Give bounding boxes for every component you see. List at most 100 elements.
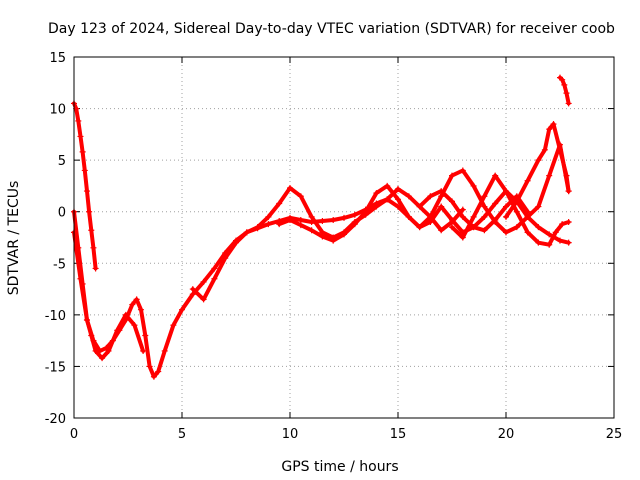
x-tick-label: 5 [178,427,186,442]
y-axis-ticks: -20 -15 -10 -5 0 5 10 15 [45,51,614,427]
data-series-sat-d [190,186,465,302]
data-point-marker [559,76,566,83]
data-point-marker [150,373,157,380]
data-point-marker [503,203,509,210]
data-point-marker [546,231,553,238]
data-point-marker [211,265,218,272]
data-point-marker [503,229,509,236]
data-point-marker [541,146,548,153]
data-point-marker [341,214,347,221]
data-point-marker [438,227,445,234]
data-point-marker [492,172,499,179]
data-point-marker [319,233,326,240]
y-axis-label: SDTVAR / TECUs [6,181,22,296]
data-series-sat-g [504,122,571,219]
data-point-marker [503,213,509,220]
data-point-marker [200,296,207,303]
data-point-marker [75,244,82,251]
data-point-marker [459,234,466,241]
chart-title: Day 123 of 2024, Sidereal Day-to-day VTE… [48,21,615,37]
data-point-marker [297,216,304,223]
data-point-marker [99,355,106,362]
data-point-marker [129,301,136,308]
data-point-marker [287,216,293,223]
data-point-marker [552,229,559,236]
data-point-marker [405,193,412,200]
data-point-marker [131,322,138,329]
data-point-marker [200,278,207,285]
data-point-marker [449,219,455,226]
data-point-marker [470,182,477,189]
data-point-marker [557,237,563,244]
data-point-marker [330,216,337,223]
data-point-marker [79,280,86,287]
y-tick-label: 0 [58,206,66,221]
data-point-marker [565,100,572,107]
data-point-marker [83,317,90,324]
data-point-marker [373,190,380,197]
data-series-sat-h [558,75,571,106]
data-point-marker [481,193,488,200]
data-point-marker [563,172,570,179]
data-point-marker [524,177,531,184]
data-point-marker [535,157,542,164]
data-point-marker [481,213,488,220]
data-point-marker [492,200,499,207]
data-point-marker [416,224,423,231]
data-point-marker [427,193,434,200]
data-point-marker [170,322,177,329]
data-point-marker [565,239,572,246]
data-point-marker [351,211,358,218]
data-point-marker [133,296,140,303]
x-tick-label: 20 [498,427,515,442]
x-axis-ticks: 0 5 10 15 20 25 [70,57,622,442]
data-point-marker [189,286,196,293]
data-point-marker [524,208,531,215]
data-point-marker [161,347,168,354]
data-point-marker [535,239,542,246]
data-point-marker [222,255,229,262]
data-point-marker [513,193,520,200]
data-point-marker [233,239,239,246]
data-point-marker [481,203,488,210]
data-point-marker [79,148,86,155]
data-point-marker [470,224,477,231]
x-tick-label: 25 [606,427,623,442]
data-point-marker [319,217,326,224]
data-point-marker [88,332,95,339]
y-tick-label: -20 [45,412,66,427]
data-point-marker [513,208,520,215]
data-point-marker [524,213,531,220]
data-point-marker [559,221,566,228]
data-point-marker [565,219,572,226]
data-point-marker [557,146,563,153]
x-tick-label: 10 [282,427,299,442]
data-point-marker [459,213,466,220]
data-point-marker [373,203,380,210]
data-point-marker [75,117,82,124]
data-point-marker [492,216,499,223]
data-point-marker [561,81,568,88]
data-point-marker [265,221,272,228]
data-point-marker [449,172,455,179]
data-point-marker [565,188,572,195]
data-point-marker [449,198,455,205]
data-point-marker [563,90,570,97]
data-point-marker [524,229,531,236]
grid [74,57,614,418]
data-point-marker [265,213,272,220]
data-point-marker [243,229,250,236]
data-point-marker [146,363,153,370]
data-point-marker [459,206,466,213]
data-point-marker [405,213,412,220]
series-layer [71,74,572,380]
data-point-marker [276,221,283,228]
data-point-marker [481,227,488,234]
data-point-marker [503,188,509,195]
data-point-marker [155,368,162,375]
data-point-marker [276,200,283,207]
data-point-marker [254,224,261,231]
x-tick-label: 15 [390,427,407,442]
y-tick-label: -10 [45,309,66,324]
data-point-marker [140,347,147,354]
